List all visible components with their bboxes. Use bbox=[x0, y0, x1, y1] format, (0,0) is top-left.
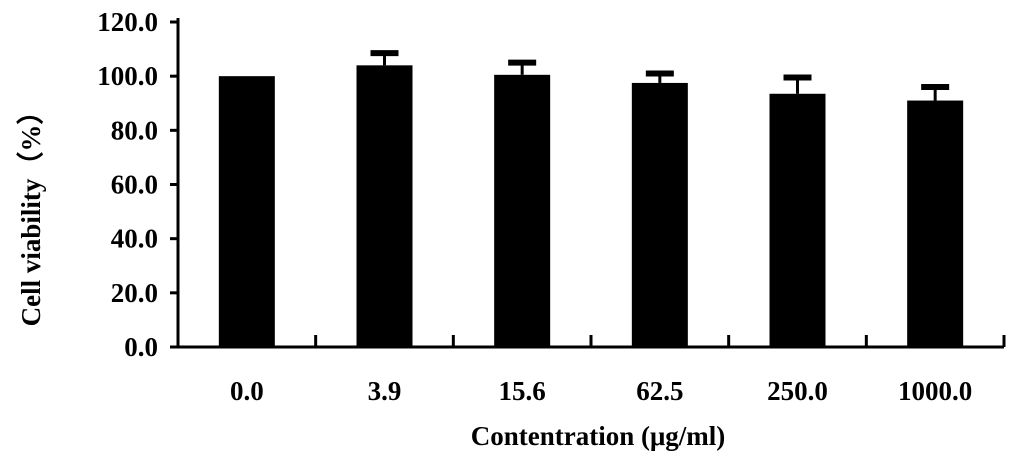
y-tick-label: 60.0 bbox=[111, 170, 158, 200]
x-axis-label: Contentration (μg/ml) bbox=[471, 421, 726, 451]
bar bbox=[494, 74, 551, 347]
x-tick-label: 15.6 bbox=[499, 376, 546, 406]
x-tick-label: 1000.0 bbox=[898, 376, 972, 406]
x-tick-label: 0.0 bbox=[230, 376, 264, 406]
y-tick-label: 120.0 bbox=[97, 7, 158, 37]
y-tick-label: 0.0 bbox=[124, 332, 158, 362]
y-tick-label: 40.0 bbox=[111, 224, 158, 254]
y-tick-label: 80.0 bbox=[111, 115, 158, 145]
x-tick-label: 3.9 bbox=[368, 376, 402, 406]
plot-area: 0.0 20.0 40.0 60.0 80.0 100.0 120.0 0.0 3.9 15.6 6… bbox=[97, 7, 1006, 406]
x-tick-label: 250.0 bbox=[767, 376, 828, 406]
bar bbox=[769, 93, 826, 347]
y-tick-label: 20.0 bbox=[111, 278, 158, 308]
y-tick-label: 100.0 bbox=[97, 61, 158, 91]
x-tick-label: 62.5 bbox=[636, 376, 683, 406]
bar bbox=[218, 76, 275, 348]
bar bbox=[631, 82, 688, 347]
y-axis-label: Cell viability（%） bbox=[16, 98, 46, 327]
bar bbox=[356, 65, 413, 347]
bar bbox=[907, 100, 964, 348]
